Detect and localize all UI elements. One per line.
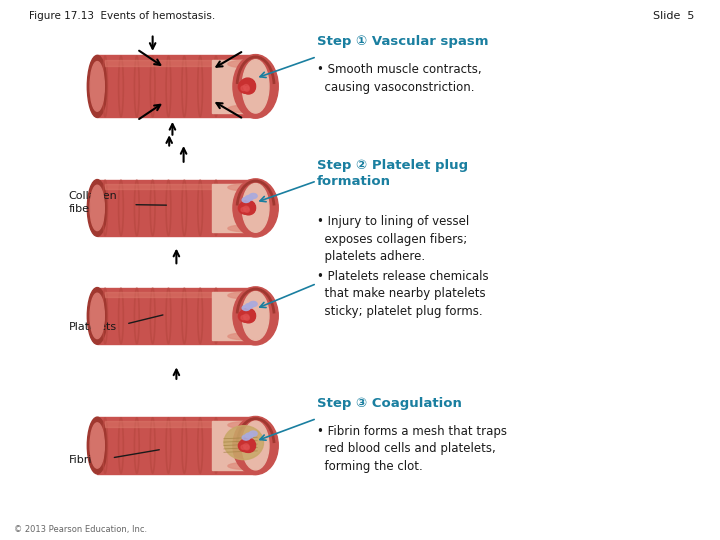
Polygon shape — [105, 292, 248, 298]
Ellipse shape — [228, 333, 267, 340]
Ellipse shape — [249, 193, 257, 199]
Ellipse shape — [241, 202, 256, 215]
Ellipse shape — [233, 287, 278, 345]
Ellipse shape — [243, 85, 249, 90]
Ellipse shape — [90, 62, 104, 111]
Ellipse shape — [228, 105, 267, 113]
Text: Step ③ Coagulation: Step ③ Coagulation — [317, 397, 462, 410]
Text: • Fibrin forms a mesh that traps
  red blood cells and platelets,
  forming the : • Fibrin forms a mesh that traps red blo… — [317, 425, 507, 473]
Text: Step ① Vascular spasm: Step ① Vascular spasm — [317, 35, 488, 48]
Ellipse shape — [242, 184, 269, 232]
Ellipse shape — [87, 56, 107, 118]
Polygon shape — [212, 184, 256, 232]
Ellipse shape — [238, 440, 251, 451]
Ellipse shape — [242, 198, 250, 202]
Polygon shape — [212, 292, 256, 340]
Polygon shape — [97, 417, 256, 474]
Ellipse shape — [233, 416, 278, 475]
Ellipse shape — [90, 185, 104, 231]
Ellipse shape — [238, 187, 266, 197]
Ellipse shape — [87, 287, 107, 345]
Ellipse shape — [228, 225, 267, 232]
Text: Collagen
fibers: Collagen fibers — [68, 191, 117, 214]
Text: Step ② Platelet plug
formation: Step ② Platelet plug formation — [317, 159, 468, 188]
Ellipse shape — [228, 292, 267, 299]
Ellipse shape — [243, 206, 249, 211]
Ellipse shape — [243, 292, 268, 340]
Polygon shape — [212, 421, 256, 470]
Text: • Platelets release chemicals
  that make nearby platelets
  sticky; platelet pl: • Platelets release chemicals that make … — [317, 270, 488, 318]
Ellipse shape — [238, 295, 266, 305]
Text: © 2013 Pearson Education, Inc.: © 2013 Pearson Education, Inc. — [14, 524, 148, 534]
Ellipse shape — [243, 421, 268, 470]
Ellipse shape — [241, 440, 256, 453]
Polygon shape — [97, 179, 256, 237]
Ellipse shape — [242, 60, 269, 113]
Ellipse shape — [242, 292, 269, 340]
Ellipse shape — [249, 301, 257, 307]
Text: Fibrin: Fibrin — [68, 455, 99, 465]
Ellipse shape — [90, 423, 104, 468]
Ellipse shape — [241, 80, 256, 94]
Ellipse shape — [243, 444, 249, 449]
Ellipse shape — [87, 179, 107, 237]
Ellipse shape — [243, 314, 249, 319]
Ellipse shape — [241, 445, 246, 449]
Polygon shape — [105, 421, 248, 427]
Ellipse shape — [238, 64, 266, 75]
Ellipse shape — [246, 433, 253, 438]
Text: Platelets: Platelets — [68, 322, 117, 332]
Text: • Smooth muscle contracts,
  causing vasoconstriction.: • Smooth muscle contracts, causing vasoc… — [317, 63, 482, 93]
Polygon shape — [97, 56, 256, 117]
Ellipse shape — [241, 315, 246, 320]
Ellipse shape — [228, 184, 267, 191]
Polygon shape — [97, 287, 256, 345]
Ellipse shape — [240, 78, 256, 93]
Ellipse shape — [242, 306, 250, 310]
Ellipse shape — [87, 417, 107, 474]
Ellipse shape — [244, 86, 249, 91]
Ellipse shape — [242, 421, 269, 470]
Ellipse shape — [238, 425, 266, 435]
Polygon shape — [212, 60, 256, 113]
Polygon shape — [105, 60, 248, 66]
Ellipse shape — [244, 446, 249, 450]
Ellipse shape — [238, 202, 251, 214]
Ellipse shape — [240, 438, 256, 452]
Text: Slide  5: Slide 5 — [654, 11, 695, 22]
Ellipse shape — [242, 435, 250, 440]
Ellipse shape — [246, 303, 253, 308]
Ellipse shape — [244, 316, 249, 320]
Ellipse shape — [243, 184, 268, 232]
Ellipse shape — [90, 293, 104, 339]
Ellipse shape — [228, 462, 267, 469]
Ellipse shape — [246, 195, 253, 200]
Polygon shape — [105, 184, 248, 190]
Ellipse shape — [240, 308, 256, 322]
Ellipse shape — [233, 179, 278, 237]
Ellipse shape — [238, 310, 251, 322]
Text: • Injury to lining of vessel
  exposes collagen fibers;
  platelets adhere.: • Injury to lining of vessel exposes col… — [317, 215, 469, 264]
Ellipse shape — [224, 426, 264, 460]
Ellipse shape — [241, 310, 256, 323]
Ellipse shape — [241, 207, 246, 212]
Ellipse shape — [228, 422, 267, 429]
Ellipse shape — [240, 200, 256, 214]
Ellipse shape — [243, 60, 268, 113]
Text: Figure 17.13  Events of hemostasis.: Figure 17.13 Events of hemostasis. — [29, 11, 215, 22]
Ellipse shape — [241, 86, 246, 91]
Ellipse shape — [238, 80, 251, 93]
Ellipse shape — [244, 208, 249, 212]
Ellipse shape — [249, 431, 257, 436]
Ellipse shape — [233, 55, 278, 118]
Ellipse shape — [228, 60, 267, 68]
